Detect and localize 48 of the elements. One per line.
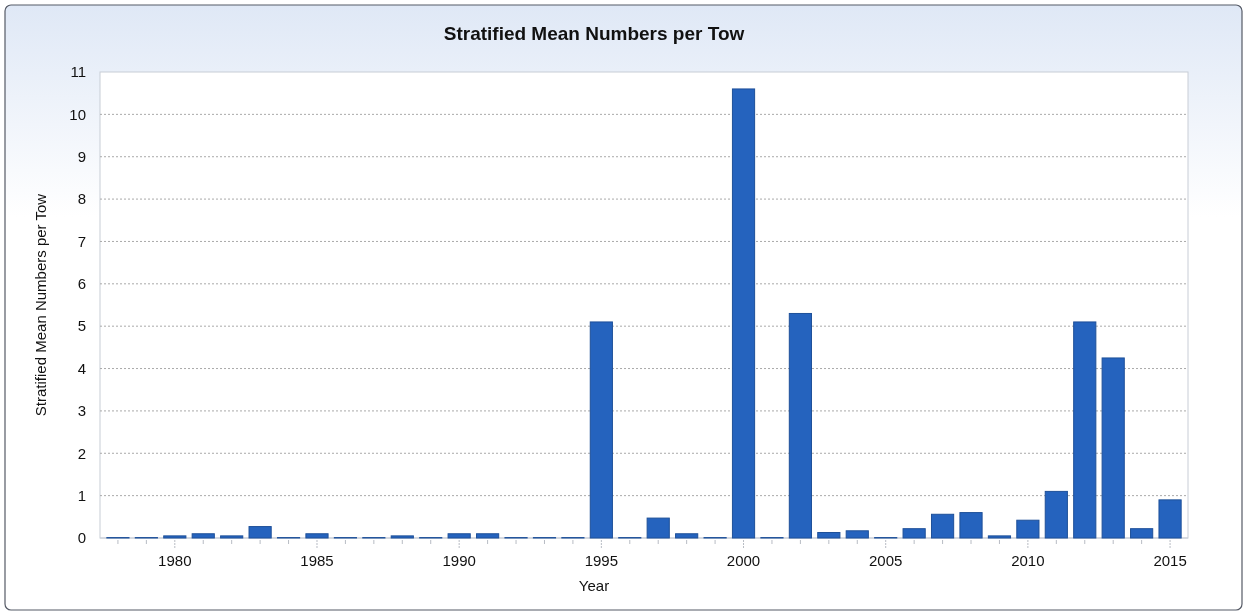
y-axis-title: Stratified Mean Numbers per Tow xyxy=(32,193,49,417)
y-tick-label: 1 xyxy=(77,486,86,504)
bar xyxy=(589,321,613,539)
x-tick-label: 1990 xyxy=(442,552,476,569)
x-tick-label: 2015 xyxy=(1153,552,1187,569)
bar xyxy=(1044,490,1068,539)
bar xyxy=(1101,357,1125,539)
bar xyxy=(220,535,244,539)
bar xyxy=(675,533,699,539)
bar xyxy=(163,535,187,539)
bar xyxy=(987,535,1012,539)
bar xyxy=(305,533,329,539)
x-axis-title: Year xyxy=(578,577,610,594)
bar xyxy=(930,513,955,539)
y-tick-label: 3 xyxy=(77,402,86,420)
bar xyxy=(191,533,215,539)
bar xyxy=(788,312,812,539)
bar xyxy=(959,512,983,539)
bar xyxy=(1130,528,1154,539)
bar xyxy=(447,533,471,539)
x-tick-label: 1995 xyxy=(584,552,619,569)
y-tick-label: 11 xyxy=(70,63,86,81)
bar xyxy=(845,530,869,539)
y-tick-label: 9 xyxy=(77,147,86,165)
chart-title: Stratified Mean Numbers per Tow xyxy=(443,23,745,44)
bar xyxy=(476,533,500,539)
x-tick-label: 1980 xyxy=(158,552,192,569)
x-tick-label: 2005 xyxy=(869,552,903,569)
x-tick-label: 1985 xyxy=(300,552,334,569)
y-tick-label: 8 xyxy=(77,190,86,208)
y-tick-label: 6 xyxy=(77,275,86,293)
bar xyxy=(646,517,670,539)
y-tick-label: 2 xyxy=(77,444,86,462)
bar xyxy=(248,526,272,539)
x-tick-label: 2010 xyxy=(1011,552,1045,569)
y-tick-label: 7 xyxy=(77,232,86,250)
bar xyxy=(902,528,926,539)
y-tick-label: 5 xyxy=(77,317,86,335)
bar xyxy=(731,88,756,539)
bar xyxy=(1073,321,1097,539)
x-tick-label: 2000 xyxy=(726,552,761,569)
y-tick-label: 4 xyxy=(77,359,86,377)
bar xyxy=(1016,519,1040,539)
y-tick-label: 10 xyxy=(69,105,86,123)
bar xyxy=(390,535,414,539)
bar xyxy=(1158,499,1182,539)
bar xyxy=(817,531,841,539)
y-tick-label: 0 xyxy=(77,529,86,547)
